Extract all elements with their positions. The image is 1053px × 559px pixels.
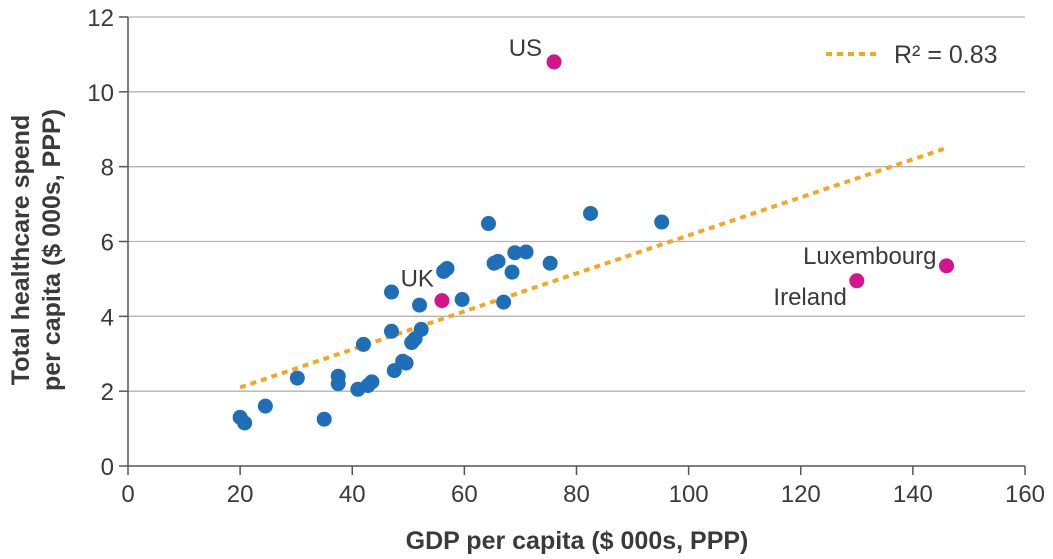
legend: R² = 0.83: [826, 41, 998, 69]
scatter-point: [289, 370, 305, 386]
y-tick-label: 10: [87, 80, 114, 107]
highlight-point-us: [546, 54, 562, 70]
y-axis-title-line1: Total healthcare spend: [7, 115, 35, 385]
point-label-ireland: Ireland: [773, 284, 846, 311]
x-tick-label: 100: [669, 481, 709, 508]
scatter-point: [583, 205, 599, 221]
x-tick-label: 20: [227, 481, 254, 508]
scatter-point: [398, 355, 414, 371]
scatter-point: [355, 336, 371, 352]
y-tick-label: 12: [87, 5, 114, 32]
x-tick-label: 60: [451, 481, 478, 508]
highlight-point-ireland: [849, 273, 865, 289]
highlight-point-uk: [434, 293, 450, 309]
scatter-point: [316, 411, 332, 427]
point-label-us: US: [509, 35, 542, 62]
axes: [119, 16, 1026, 475]
highlight-point-luxembourg: [939, 258, 955, 274]
scatter-point: [490, 253, 506, 269]
scatter-point: [257, 398, 273, 414]
highlighted-points: [434, 54, 955, 309]
x-tick-label: 120: [781, 481, 821, 508]
y-tick-label: 0: [101, 454, 114, 481]
scatter-point: [439, 260, 455, 276]
scatter-point: [496, 294, 512, 310]
scatter-point: [383, 284, 399, 300]
legend-label: R² = 0.83: [894, 41, 998, 69]
gridlines: [128, 16, 1025, 392]
x-axis-title: GDP per capita ($ 000s, PPP): [406, 527, 749, 555]
scatter-point: [507, 245, 523, 261]
scatter-point: [412, 297, 428, 313]
scatter-point: [654, 214, 670, 230]
y-tick-label: 4: [101, 304, 114, 331]
y-tick-label: 2: [101, 379, 114, 406]
scatter-point: [237, 415, 253, 431]
scatter-point: [542, 255, 558, 271]
x-tick-label: 40: [339, 481, 366, 508]
y-tick-label: 6: [101, 230, 114, 257]
scatter-point: [518, 244, 534, 260]
y-tick-label: 8: [101, 155, 114, 182]
scatter-point: [330, 376, 346, 392]
data-points: [232, 205, 670, 431]
scatter-point: [454, 291, 470, 307]
scatter-point: [480, 216, 496, 232]
point-labels: US UK Ireland Luxembourg: [401, 35, 937, 311]
scatter-point: [413, 321, 429, 337]
y-axis-title-line2: per capita ($ 000s, PPP): [38, 109, 66, 391]
x-tick-label: 160: [1005, 481, 1045, 508]
scatter-point: [383, 323, 399, 339]
x-tick-label: 140: [893, 481, 933, 508]
point-label-luxembourg: Luxembourg: [803, 243, 936, 270]
x-tick-label: 80: [563, 481, 590, 508]
scatter-point: [364, 374, 380, 390]
point-label-uk: UK: [401, 266, 434, 293]
scatter-point: [504, 264, 520, 280]
x-tick-label: 0: [121, 481, 134, 508]
